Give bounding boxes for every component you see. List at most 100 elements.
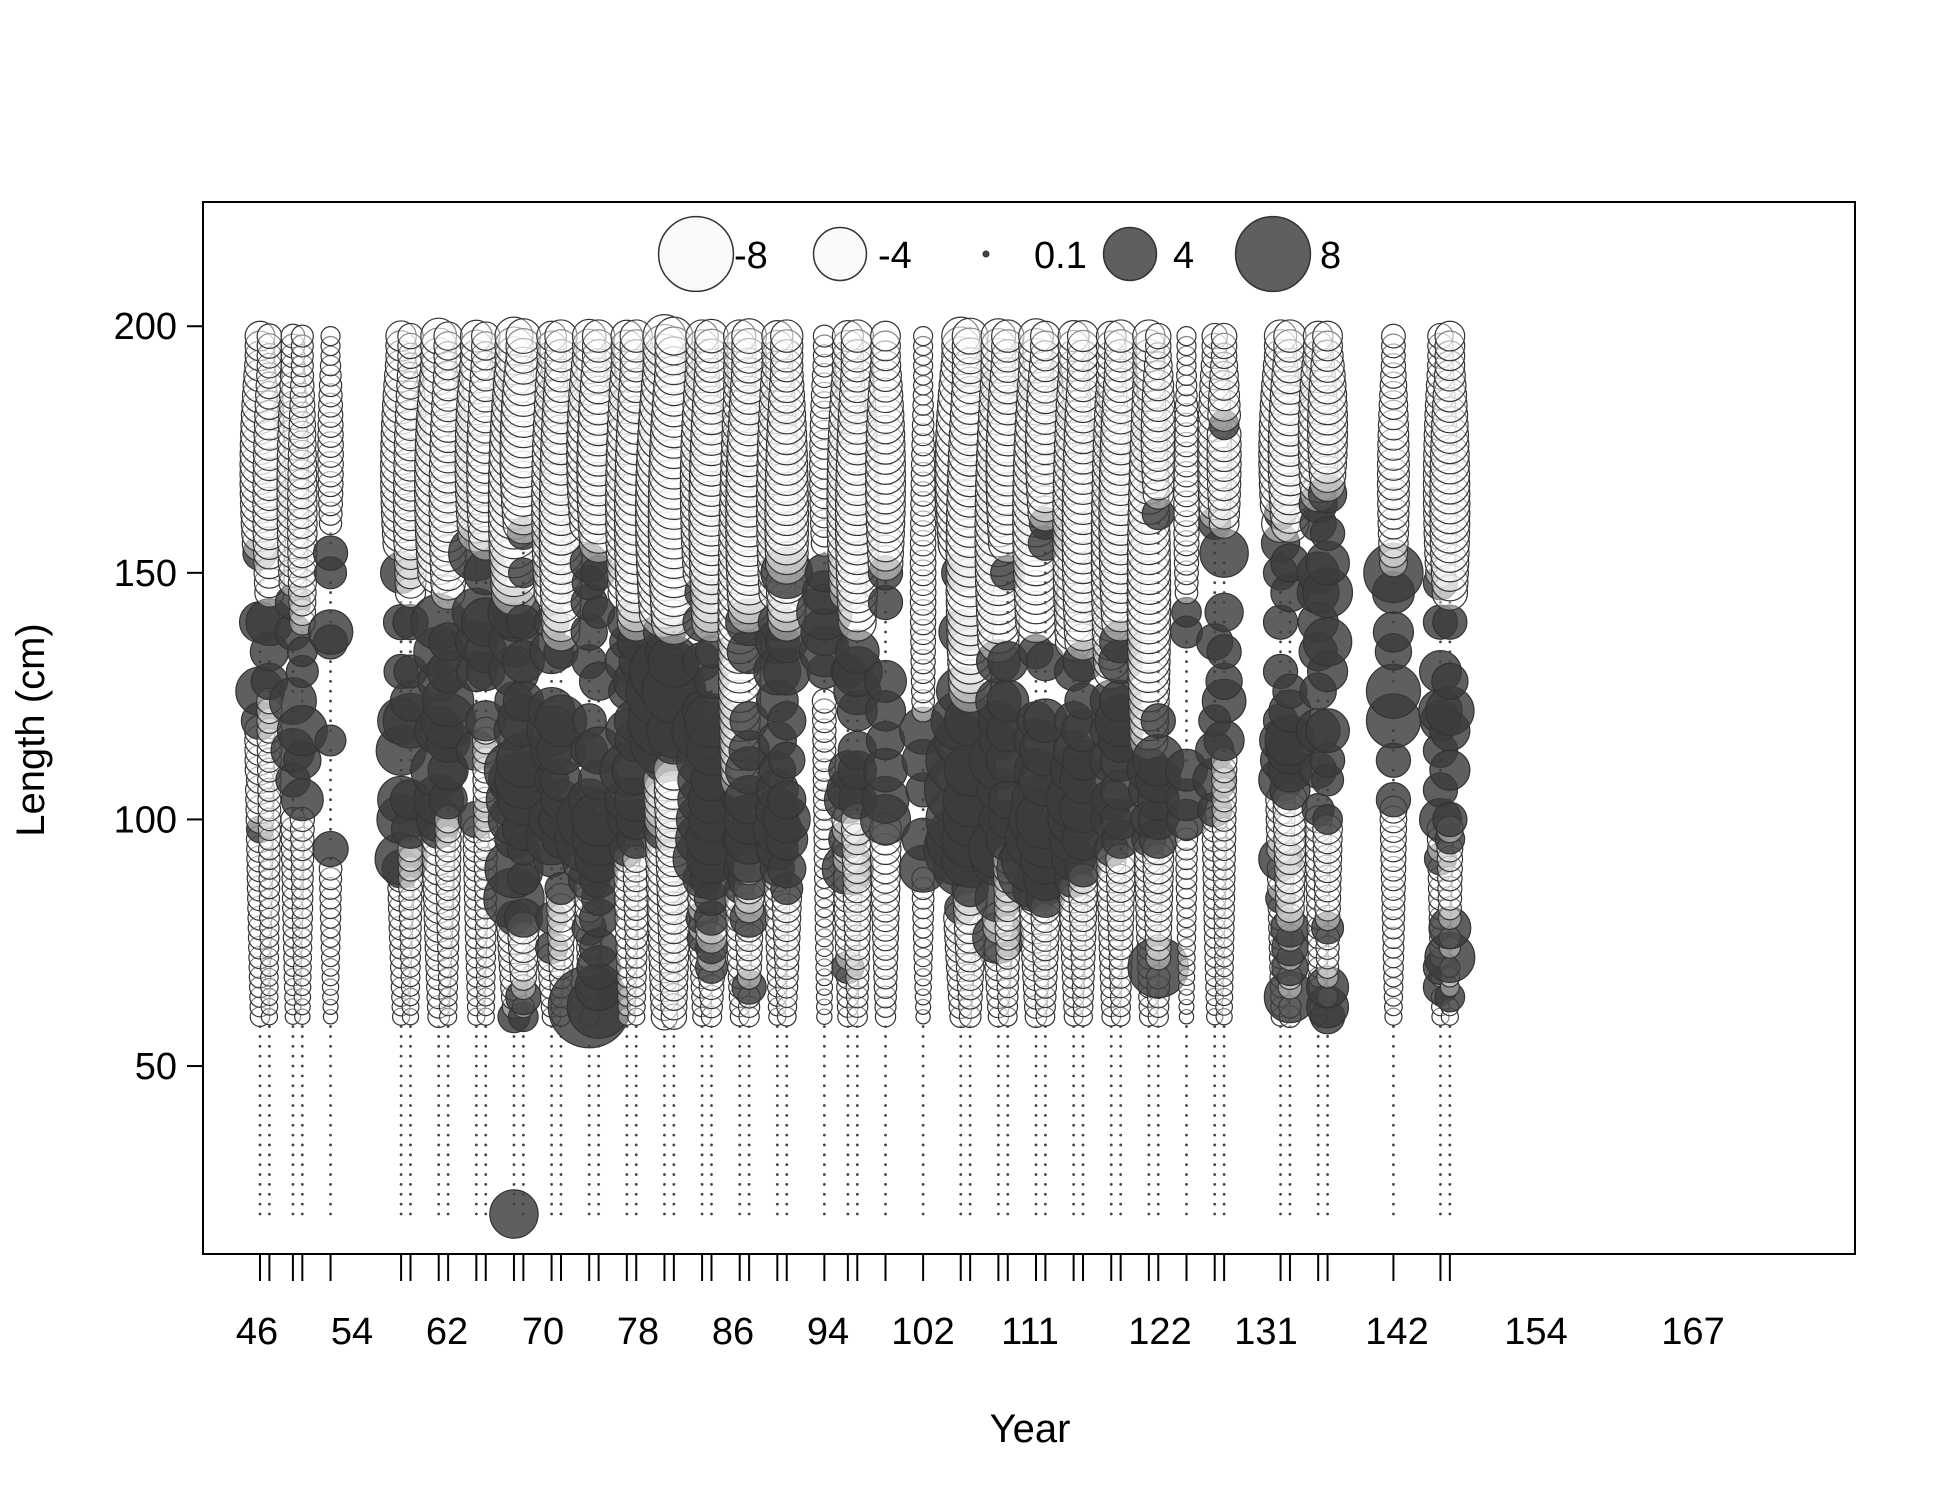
bubble [293, 998, 311, 1016]
bubble [1439, 1133, 1442, 1137]
bubble [258, 1123, 262, 1127]
bubble [1222, 1064, 1226, 1068]
bubble [484, 1163, 488, 1167]
bubble [268, 601, 271, 604]
bubble [1316, 1094, 1320, 1098]
bubble [1072, 1212, 1076, 1216]
bubble [1147, 1074, 1151, 1078]
bubble [1316, 1074, 1320, 1078]
bubble [290, 867, 314, 891]
bubble [300, 1192, 304, 1196]
bubble [329, 808, 332, 811]
bubble [484, 1113, 488, 1117]
bubble [559, 689, 563, 693]
bubble [456, 384, 497, 426]
bubble [1392, 1074, 1395, 1078]
bubble [634, 1133, 638, 1137]
bubble [280, 778, 324, 822]
bubble [672, 1094, 676, 1098]
bubble [550, 1153, 553, 1157]
bubble [329, 1094, 332, 1098]
bubble [710, 1035, 713, 1038]
bubble [700, 1084, 704, 1088]
bubble [775, 1074, 779, 1078]
bubble [1006, 1094, 1010, 1098]
bubble [409, 650, 412, 654]
bubble [1156, 1143, 1160, 1147]
bubble [290, 344, 314, 368]
bubble [391, 1007, 411, 1026]
bubble [396, 371, 425, 400]
bubble [1081, 1104, 1085, 1107]
bubble [1156, 748, 1160, 752]
bubble [293, 988, 312, 1006]
bubble [399, 561, 403, 565]
bubble [738, 1094, 742, 1098]
bubble [1222, 1183, 1226, 1186]
bubble [521, 1113, 525, 1117]
bubble [1006, 1074, 1010, 1078]
bubble [1044, 591, 1047, 594]
bubble [258, 1192, 262, 1196]
bubble [1213, 1123, 1217, 1127]
bubble [1029, 320, 1061, 352]
bubble [300, 1202, 304, 1206]
bubble [846, 1133, 850, 1137]
bubble [747, 1035, 751, 1038]
bubble [521, 610, 525, 614]
bubble [1316, 1183, 1320, 1186]
bubble [380, 414, 422, 456]
bubble [409, 1094, 412, 1098]
bubble [446, 1212, 450, 1216]
bubble [855, 1123, 859, 1127]
bubble [329, 541, 332, 545]
bubble [1288, 1035, 1292, 1038]
bubble [1392, 1133, 1395, 1137]
bubble [380, 463, 423, 506]
bubble [559, 1044, 563, 1048]
bubble [996, 1173, 1000, 1176]
bubble [775, 1113, 779, 1117]
bubble [1081, 1163, 1085, 1167]
bubble [822, 1064, 826, 1068]
bubble [484, 1192, 488, 1196]
bubble [257, 827, 281, 851]
bubble [1081, 1094, 1085, 1098]
bubble [559, 867, 563, 871]
bubble [1448, 1123, 1452, 1127]
bubble [1326, 1084, 1329, 1088]
bubble [1309, 515, 1346, 552]
bubble [320, 326, 341, 347]
bubble [1448, 699, 1452, 703]
bubble [822, 1183, 826, 1186]
bubble [292, 957, 312, 977]
bubble [276, 517, 310, 550]
bubble [1119, 1044, 1123, 1048]
bubble [329, 798, 332, 802]
bubble [474, 1074, 478, 1078]
bubble [258, 1104, 262, 1107]
bubble [550, 1163, 553, 1167]
bubble [1439, 1035, 1442, 1038]
bubble [1185, 1173, 1188, 1176]
bubble [1439, 1163, 1442, 1167]
bubble [1044, 640, 1047, 644]
bubble [1044, 699, 1047, 703]
bubble [1279, 1054, 1282, 1058]
bubble [700, 1064, 704, 1068]
bubble [291, 1202, 295, 1206]
bubble [996, 1064, 1000, 1068]
bubble [1204, 592, 1244, 632]
x-tick-label: 102 [891, 1311, 954, 1353]
bubble [1213, 1113, 1217, 1117]
bubble [968, 1212, 972, 1216]
bubble [1288, 1123, 1292, 1127]
bubble [1439, 1212, 1442, 1216]
bubble [785, 1192, 789, 1196]
bubble [672, 650, 676, 654]
bubble [550, 1173, 553, 1176]
bubble [846, 1044, 850, 1048]
bubble [436, 906, 461, 930]
bubble [329, 758, 332, 762]
bubble [1140, 703, 1176, 739]
